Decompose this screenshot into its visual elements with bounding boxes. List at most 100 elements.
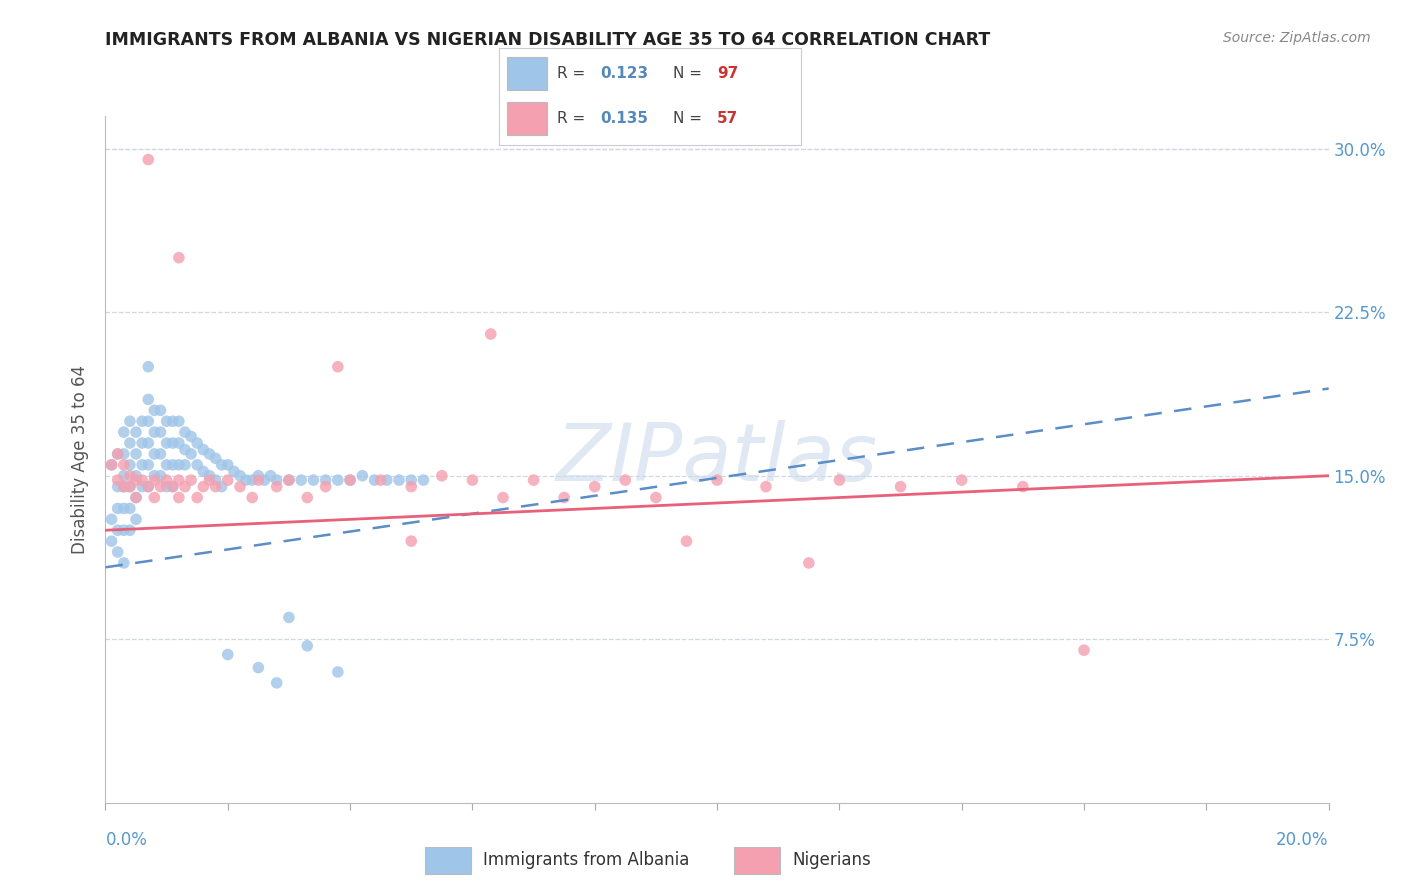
Point (229, 468, 252, 483)
Point (240, 491, 263, 505)
Point (401, 480, 423, 494)
Point (136, 480, 159, 494)
Point (186, 491, 208, 505)
Point (155, 458, 177, 472)
Point (125, 447, 148, 461)
Y-axis label: Disability Age 35 to 64: Disability Age 35 to 64 (72, 365, 90, 554)
Point (180, 473, 202, 487)
Point (211, 480, 233, 494)
Point (461, 473, 484, 487)
Point (107, 501, 129, 516)
Point (118, 480, 141, 494)
Point (167, 473, 190, 487)
Point (167, 251, 190, 265)
Point (222, 464, 245, 478)
Point (136, 436, 159, 450)
Point (339, 473, 361, 487)
Point (100, 458, 122, 472)
Point (278, 610, 301, 624)
Point (167, 491, 190, 505)
Point (388, 473, 411, 487)
Text: 0.135: 0.135 (600, 111, 648, 126)
Point (259, 468, 281, 483)
Point (339, 473, 361, 487)
Point (297, 491, 319, 505)
Point (112, 480, 135, 494)
Point (131, 436, 153, 450)
Text: R =: R = (557, 111, 589, 126)
Point (100, 512, 122, 526)
Point (204, 480, 226, 494)
Point (302, 473, 325, 487)
Point (149, 480, 172, 494)
Point (198, 473, 221, 487)
Point (149, 403, 172, 417)
Point (125, 425, 148, 439)
Point (229, 480, 252, 494)
Point (315, 473, 337, 487)
Point (278, 473, 301, 487)
Point (889, 480, 911, 494)
Point (100, 534, 122, 549)
Point (162, 480, 184, 494)
Point (118, 480, 141, 494)
Point (112, 458, 135, 472)
Point (523, 473, 546, 487)
FancyBboxPatch shape (734, 847, 780, 874)
Point (155, 414, 177, 428)
Point (401, 473, 423, 487)
Text: 0.0%: 0.0% (105, 831, 148, 849)
Point (149, 447, 172, 461)
Point (211, 458, 233, 472)
Point (162, 436, 184, 450)
Point (136, 414, 159, 428)
Point (326, 665, 349, 679)
Text: N =: N = (673, 111, 707, 126)
Point (235, 473, 257, 487)
Point (155, 436, 177, 450)
Text: Source: ZipAtlas.com: Source: ZipAtlas.com (1223, 31, 1371, 45)
Point (174, 458, 197, 472)
Point (614, 473, 637, 487)
Point (155, 480, 177, 494)
Point (125, 512, 148, 526)
Point (186, 458, 208, 472)
Point (118, 468, 141, 483)
Point (401, 534, 423, 549)
Point (131, 480, 153, 494)
Text: Nigerians: Nigerians (793, 851, 872, 870)
Point (297, 639, 319, 653)
FancyBboxPatch shape (506, 102, 547, 135)
Point (204, 451, 226, 466)
Text: IMMIGRANTS FROM ALBANIA VS NIGERIAN DISABILITY AGE 35 TO 64 CORRELATION CHART: IMMIGRANTS FROM ALBANIA VS NIGERIAN DISA… (105, 31, 991, 49)
Point (112, 480, 135, 494)
Point (266, 473, 288, 487)
Point (107, 480, 129, 494)
Point (950, 473, 973, 487)
Point (136, 359, 159, 374)
Point (107, 473, 129, 487)
Point (174, 442, 197, 457)
Text: ZIPatlas: ZIPatlas (555, 420, 879, 499)
Text: Immigrants from Albania: Immigrants from Albania (484, 851, 690, 870)
Text: 0.123: 0.123 (600, 66, 648, 80)
Point (370, 473, 392, 487)
Point (131, 473, 153, 487)
Point (118, 501, 141, 516)
Point (143, 425, 166, 439)
Point (326, 359, 349, 374)
Point (675, 534, 697, 549)
Point (112, 523, 135, 537)
Point (125, 491, 148, 505)
Point (112, 425, 135, 439)
Point (174, 480, 197, 494)
Point (193, 480, 215, 494)
Point (240, 473, 263, 487)
Point (131, 414, 153, 428)
Point (266, 676, 288, 690)
Text: 20.0%: 20.0% (1277, 831, 1329, 849)
Point (247, 660, 270, 674)
Point (143, 491, 166, 505)
Point (143, 473, 166, 487)
Point (118, 436, 141, 450)
